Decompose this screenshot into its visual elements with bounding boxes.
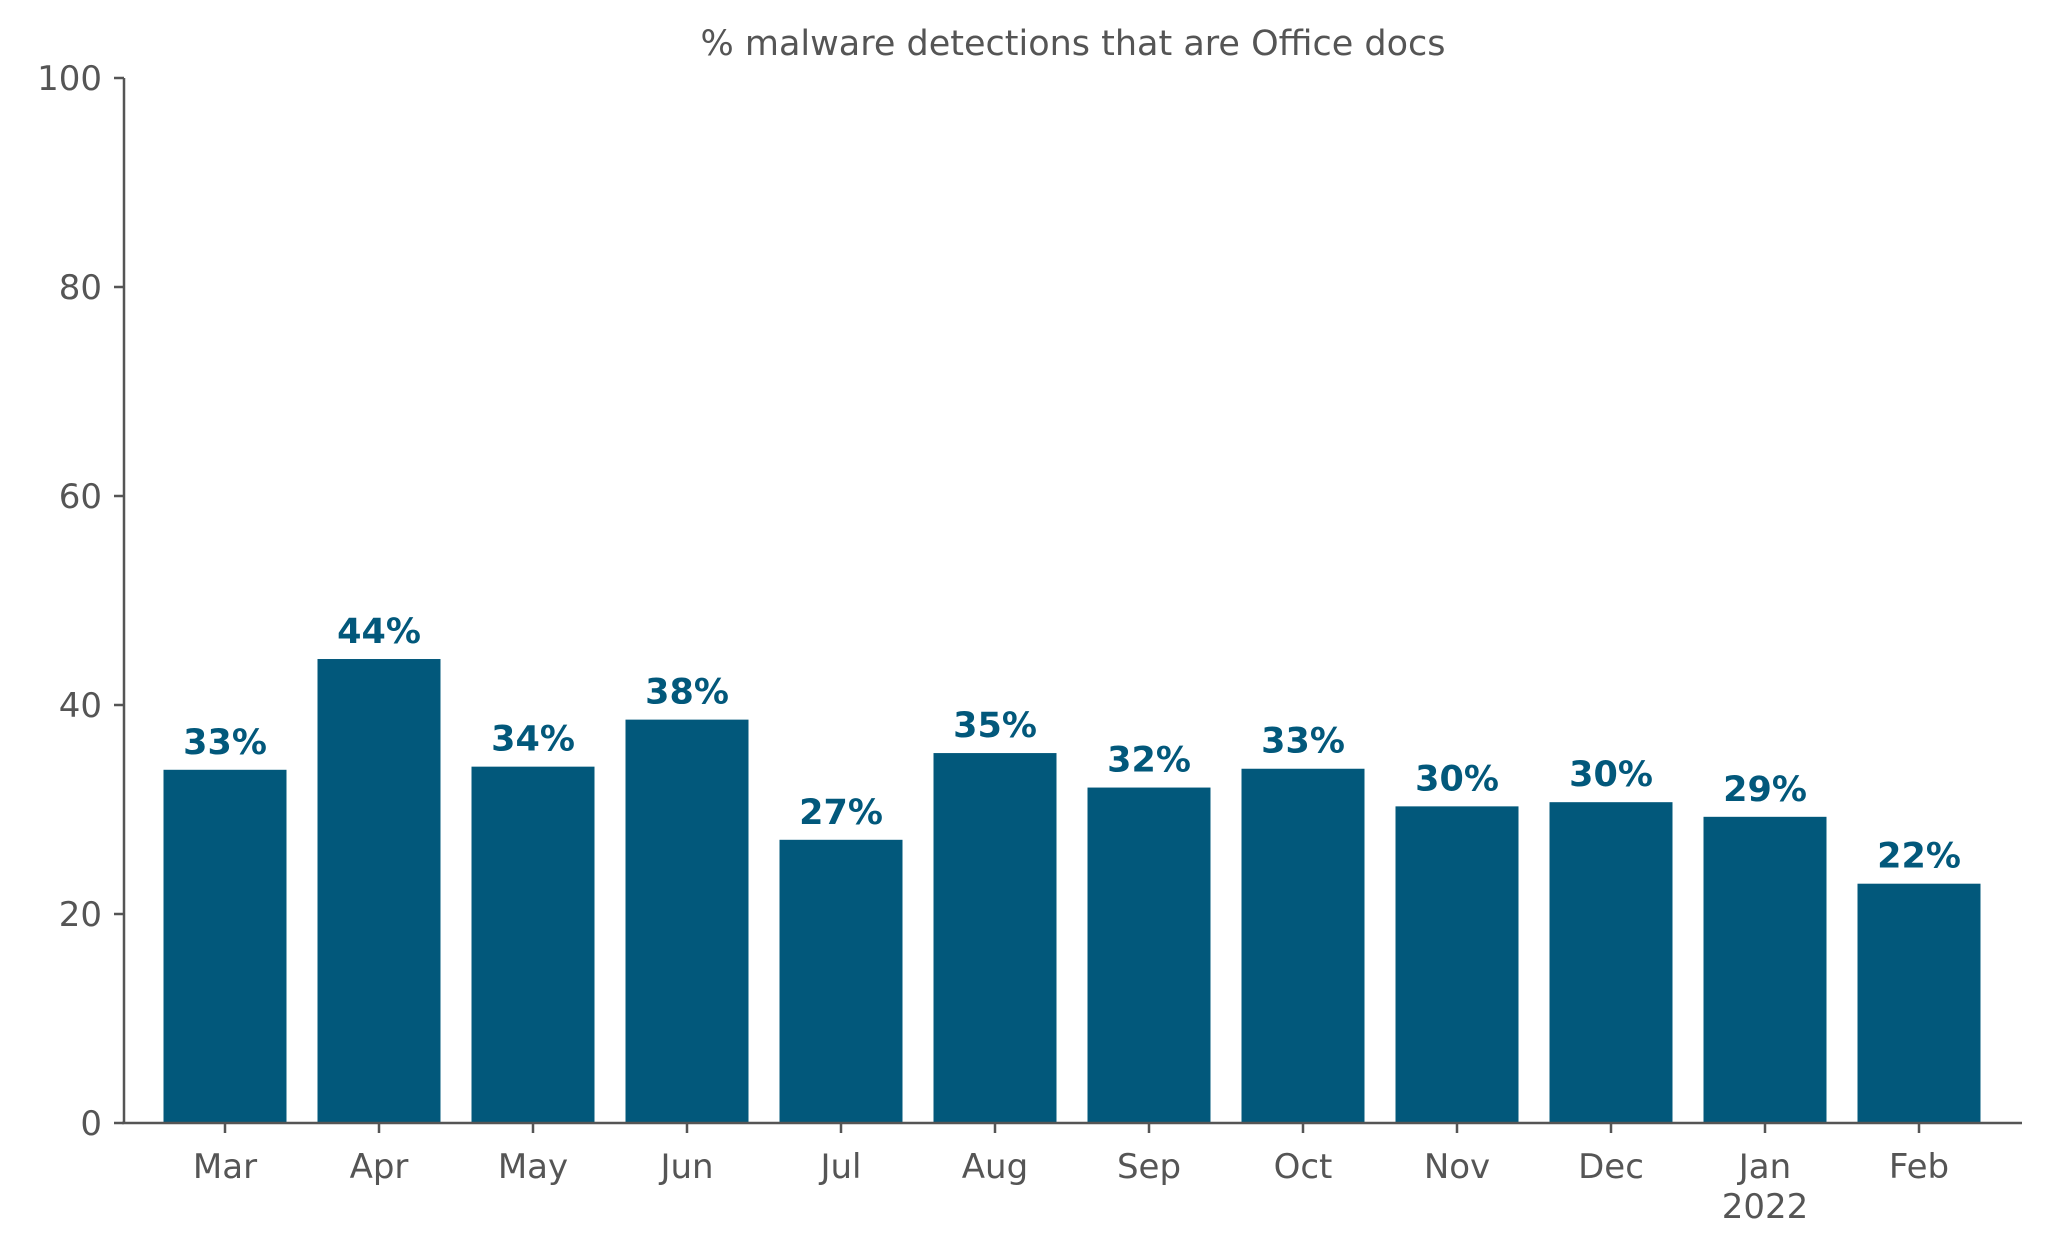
x-tick-label: Jan (1737, 1147, 1791, 1187)
data-label: 33% (1261, 722, 1345, 762)
x-tick-label: Jul (818, 1147, 861, 1187)
bar-jan (1703, 816, 1827, 1123)
data-label: 30% (1415, 759, 1499, 799)
data-label: 22% (1877, 837, 1961, 877)
bar-nov (1395, 806, 1519, 1123)
x-tick-label: Oct (1274, 1147, 1333, 1187)
bar-jul (779, 839, 903, 1123)
data-label: 29% (1723, 770, 1807, 810)
x-tick-label: Mar (193, 1147, 257, 1187)
x-tick-label: Aug (962, 1147, 1028, 1187)
data-label: 44% (337, 612, 421, 652)
bar-mar (163, 769, 287, 1123)
bar-sep (1087, 787, 1211, 1123)
data-label: 27% (799, 793, 883, 833)
bar-apr (317, 659, 441, 1123)
x-tick-label: Feb (1889, 1147, 1949, 1187)
y-tick-label: 40 (59, 686, 102, 726)
x-tick-label: Jun (658, 1147, 713, 1187)
y-axis: 0 20 40 60 80 100 (37, 59, 126, 1144)
bars: 33% 44% 34% 38% 27% 35% 32% 33% 30% 30% 29% 22% (163, 612, 1981, 1123)
data-label: 34% (491, 720, 575, 760)
data-label: 30% (1569, 755, 1653, 795)
bar-aug (933, 753, 1057, 1123)
x-tick-sublabel: 2022 (1722, 1187, 1809, 1227)
x-tick-label: Dec (1578, 1147, 1644, 1187)
y-tick-label: 60 (59, 477, 102, 517)
data-label: 38% (645, 673, 729, 713)
y-tick-label: 20 (59, 895, 102, 935)
chart-title: % malware detections that are Office doc… (701, 24, 1446, 64)
y-tick-label: 80 (59, 268, 102, 308)
bar-feb (1857, 883, 1981, 1123)
bar-may (471, 766, 595, 1123)
bar-oct (1241, 768, 1365, 1123)
x-tick-label: Sep (1117, 1147, 1181, 1187)
data-label: 35% (953, 706, 1037, 746)
x-tick-label: Nov (1424, 1147, 1490, 1187)
bar-jun (625, 719, 749, 1123)
data-label: 33% (183, 723, 267, 763)
x-tick-label: May (498, 1147, 568, 1187)
bar-dec (1549, 802, 1673, 1123)
data-label: 32% (1107, 741, 1191, 781)
x-tick-label: Apr (350, 1147, 409, 1187)
y-tick-label: 100 (37, 59, 102, 99)
y-tick-label: 0 (80, 1104, 102, 1144)
